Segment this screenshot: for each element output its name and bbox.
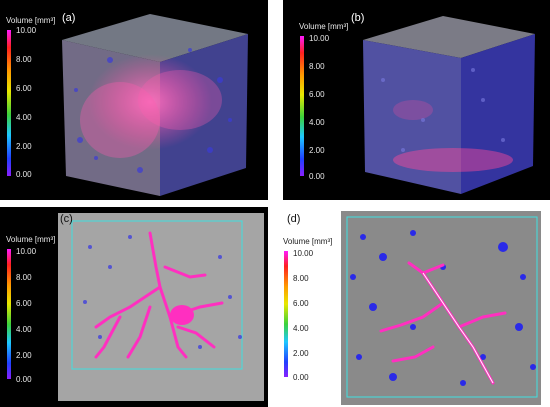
panel-label: (c) <box>60 213 73 225</box>
legend-tick: 10.00 <box>16 247 37 256</box>
legend-colorbar <box>284 251 288 377</box>
legend-tick: 0.00 <box>16 375 32 384</box>
panel-c-image <box>58 213 264 401</box>
legend-title: Volume [mm³] <box>299 22 349 31</box>
legend-colorbar <box>300 36 304 176</box>
legend-tick: 2.00 <box>16 142 32 151</box>
panel-a-image <box>62 14 248 196</box>
legend-tick: 8.00 <box>16 273 32 282</box>
legend-tick: 2.00 <box>16 351 32 360</box>
panel-label: (d) <box>287 213 301 225</box>
legend-tick: 8.00 <box>293 274 309 283</box>
legend-tick: 0.00 <box>293 373 309 382</box>
legend-tick: 0.00 <box>16 170 32 179</box>
legend-title: Volume [mm³] <box>283 237 333 246</box>
cube-top-face <box>62 14 248 62</box>
legend-tick: 10.00 <box>293 249 314 258</box>
legend-tick: 6.00 <box>293 299 309 308</box>
panel-c: (c) Volume [mm³] 10.00 8.00 6.00 4.00 2.… <box>0 207 268 407</box>
legend-tick: 4.00 <box>16 113 32 122</box>
color-legend: Volume [mm³] 10.00 8.00 6.00 4.00 2.00 0… <box>299 22 359 194</box>
legend-tick: 4.00 <box>16 325 32 334</box>
panel-d: (d) Volume [mm³] 10.00 8.00 6.00 4.00 2.… <box>283 207 550 407</box>
roi-outline <box>346 216 538 398</box>
crack-network <box>94 231 224 359</box>
legend-tick: 4.00 <box>309 118 325 127</box>
panel-d-image <box>341 211 541 405</box>
color-legend: Volume [mm³] 10.00 8.00 6.00 4.00 2.00 0… <box>6 16 66 188</box>
legend-colorbar <box>7 249 11 379</box>
color-legend: Volume [mm³] 10.00 8.00 6.00 4.00 2.00 0… <box>6 235 58 397</box>
cube-top-face <box>363 16 535 58</box>
legend-tick: 8.00 <box>16 55 32 64</box>
legend-tick: 2.00 <box>309 146 325 155</box>
legend-colorbar <box>7 30 11 176</box>
legend-tick: 10.00 <box>309 34 330 43</box>
legend-title: Volume [mm³] <box>6 235 56 244</box>
panel-a: (a) Volume [mm³] 10.00 8.00 6.00 4.00 2.… <box>0 0 268 200</box>
legend-title: Volume [mm³] <box>6 16 56 25</box>
cube-left-face <box>363 40 461 194</box>
legend-tick: 6.00 <box>309 90 325 99</box>
legend-tick: 4.00 <box>293 324 309 333</box>
legend-tick: 2.00 <box>293 349 309 358</box>
panel-label: (b) <box>351 12 365 24</box>
legend-tick: 10.00 <box>16 26 37 35</box>
legend-tick: 6.00 <box>16 299 32 308</box>
color-legend: Volume [mm³] 10.00 8.00 6.00 4.00 2.00 0… <box>283 237 341 399</box>
roi-outline <box>71 220 243 370</box>
panel-b: (b) Volume [mm³] 10.00 8.00 6.00 4.00 2.… <box>283 0 550 200</box>
legend-tick: 6.00 <box>16 84 32 93</box>
panel-label: (a) <box>62 12 76 24</box>
panel-b-image <box>363 16 535 194</box>
cube-right-face <box>461 34 535 194</box>
legend-tick: 0.00 <box>309 172 325 181</box>
specimen-slice <box>58 213 264 401</box>
legend-tick: 8.00 <box>309 62 325 71</box>
